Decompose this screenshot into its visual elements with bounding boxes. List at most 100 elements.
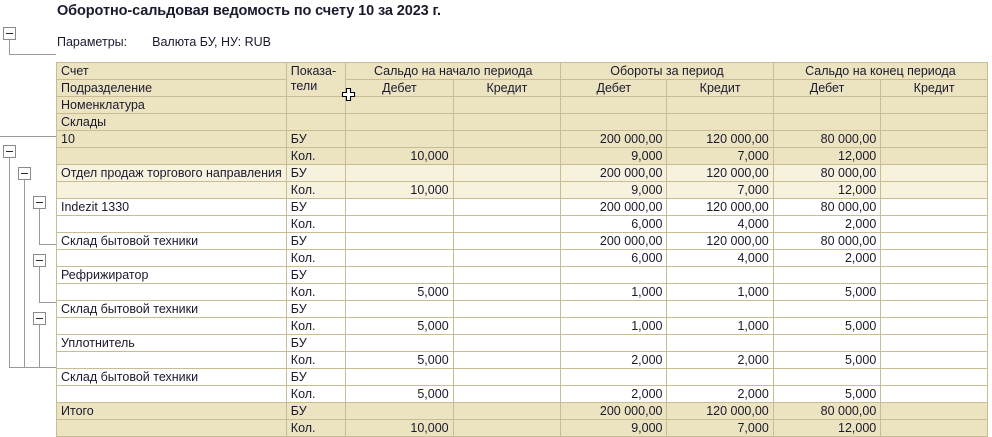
row-cell-0[interactable]: 10,000 bbox=[345, 181, 454, 199]
collapse-item-indezit-group-icon[interactable] bbox=[33, 196, 46, 209]
row-cell-4[interactable]: 80 000,00 bbox=[772, 130, 882, 148]
row-cell-3[interactable] bbox=[666, 368, 774, 386]
table-row[interactable]: 10 БУ 200 000,00 120 000,00 80 000,00 bbox=[56, 130, 988, 148]
table-row[interactable]: Кол. 10,000 9,000 7,000 12,000 bbox=[56, 181, 988, 199]
row-cell-0[interactable]: 10,000 bbox=[345, 419, 454, 437]
row-cell-3[interactable] bbox=[666, 266, 774, 284]
row-cell-5[interactable] bbox=[880, 181, 988, 199]
row-cell-0[interactable] bbox=[345, 334, 454, 352]
row-cell-2[interactable] bbox=[560, 300, 668, 318]
row-cell-1[interactable] bbox=[452, 164, 562, 182]
row-cell-0[interactable] bbox=[345, 164, 454, 182]
row-cell-4[interactable] bbox=[772, 300, 882, 318]
row-cell-4[interactable]: 12,000 bbox=[772, 181, 882, 199]
row-cell-2[interactable]: 200 000,00 bbox=[560, 164, 668, 182]
row-cell-0[interactable] bbox=[345, 232, 454, 250]
row-cell-0[interactable]: 5,000 bbox=[345, 283, 454, 301]
row-cell-4[interactable]: 5,000 bbox=[772, 283, 882, 301]
table-row[interactable]: Уплотнитель БУ bbox=[56, 334, 988, 352]
row-cell-5[interactable] bbox=[880, 334, 988, 352]
row-cell-2[interactable]: 200 000,00 bbox=[560, 130, 668, 148]
row-cell-5[interactable] bbox=[880, 164, 988, 182]
row-cell-3[interactable]: 7,000 bbox=[666, 147, 774, 165]
row-cell-3[interactable]: 1,000 bbox=[666, 283, 774, 301]
row-cell-1[interactable] bbox=[452, 198, 562, 216]
row-cell-0[interactable]: 5,000 bbox=[345, 351, 454, 369]
table-row[interactable]: Кол. 6,000 4,000 2,000 bbox=[56, 249, 988, 267]
row-cell-3[interactable]: 120 000,00 bbox=[666, 198, 774, 216]
table-row[interactable]: Склад бытовой техники БУ bbox=[56, 368, 988, 386]
row-cell-2[interactable]: 9,000 bbox=[560, 419, 668, 437]
row-cell-5[interactable] bbox=[880, 419, 988, 437]
table-row[interactable]: Кол. 10,000 9,000 7,000 12,000 bbox=[56, 147, 988, 165]
row-cell-2[interactable] bbox=[560, 368, 668, 386]
row-cell-4[interactable]: 5,000 bbox=[772, 317, 882, 335]
row-cell-3[interactable]: 4,000 bbox=[666, 215, 774, 233]
row-cell-2[interactable]: 9,000 bbox=[560, 181, 668, 199]
row-cell-1[interactable] bbox=[452, 181, 562, 199]
row-cell-5[interactable] bbox=[880, 300, 988, 318]
row-cell-1[interactable] bbox=[452, 147, 562, 165]
row-cell-3[interactable]: 2,000 bbox=[666, 351, 774, 369]
row-cell-0[interactable]: 5,000 bbox=[345, 385, 454, 403]
table-row[interactable]: Кол. 5,000 2,000 2,000 5,000 bbox=[56, 351, 988, 369]
table-row[interactable]: Кол. 6,000 4,000 2,000 bbox=[56, 215, 988, 233]
row-cell-2[interactable]: 2,000 bbox=[560, 385, 668, 403]
collapse-params-group-icon[interactable] bbox=[3, 27, 16, 40]
row-cell-5[interactable] bbox=[880, 385, 988, 403]
row-cell-5[interactable] bbox=[880, 232, 988, 250]
row-cell-2[interactable] bbox=[560, 334, 668, 352]
row-cell-1[interactable] bbox=[452, 402, 562, 420]
table-row[interactable]: Итого БУ 200 000,00 120 000,00 80 000,00 bbox=[56, 402, 988, 420]
row-cell-5[interactable] bbox=[880, 198, 988, 216]
row-cell-4[interactable] bbox=[772, 266, 882, 284]
row-cell-2[interactable]: 200 000,00 bbox=[560, 198, 668, 216]
row-cell-0[interactable] bbox=[345, 402, 454, 420]
row-cell-5[interactable] bbox=[880, 130, 988, 148]
row-cell-3[interactable]: 120 000,00 bbox=[666, 232, 774, 250]
row-cell-1[interactable] bbox=[452, 283, 562, 301]
row-cell-0[interactable] bbox=[345, 130, 454, 148]
row-cell-2[interactable]: 6,000 bbox=[560, 215, 668, 233]
row-cell-0[interactable] bbox=[345, 215, 454, 233]
row-cell-3[interactable]: 120 000,00 bbox=[666, 402, 774, 420]
row-cell-4[interactable]: 2,000 bbox=[772, 215, 882, 233]
row-cell-5[interactable] bbox=[880, 351, 988, 369]
row-cell-5[interactable] bbox=[880, 147, 988, 165]
table-row[interactable]: Рефрижиратор БУ bbox=[56, 266, 988, 284]
row-cell-3[interactable]: 4,000 bbox=[666, 249, 774, 267]
row-cell-1[interactable] bbox=[452, 232, 562, 250]
row-cell-2[interactable]: 6,000 bbox=[560, 249, 668, 267]
row-cell-1[interactable] bbox=[452, 317, 562, 335]
row-cell-4[interactable]: 80 000,00 bbox=[772, 232, 882, 250]
row-cell-0[interactable] bbox=[345, 368, 454, 386]
row-cell-0[interactable]: 10,000 bbox=[345, 147, 454, 165]
row-cell-1[interactable] bbox=[452, 351, 562, 369]
row-cell-4[interactable]: 5,000 bbox=[772, 385, 882, 403]
row-cell-0[interactable] bbox=[345, 266, 454, 284]
row-cell-2[interactable]: 200 000,00 bbox=[560, 232, 668, 250]
row-cell-1[interactable] bbox=[452, 130, 562, 148]
row-cell-5[interactable] bbox=[880, 317, 988, 335]
row-cell-3[interactable]: 120 000,00 bbox=[666, 164, 774, 182]
row-cell-4[interactable]: 80 000,00 bbox=[772, 164, 882, 182]
table-row[interactable]: Indezit 1330 БУ 200 000,00 120 000,00 80 000… bbox=[56, 198, 988, 216]
row-cell-0[interactable] bbox=[345, 198, 454, 216]
row-cell-4[interactable]: 5,000 bbox=[772, 351, 882, 369]
row-cell-2[interactable]: 2,000 bbox=[560, 351, 668, 369]
row-cell-3[interactable]: 7,000 bbox=[666, 419, 774, 437]
row-cell-4[interactable] bbox=[772, 334, 882, 352]
row-cell-4[interactable]: 80 000,00 bbox=[772, 402, 882, 420]
row-cell-5[interactable] bbox=[880, 249, 988, 267]
collapse-item-uplotnitel-group-icon[interactable] bbox=[33, 312, 46, 325]
row-cell-5[interactable] bbox=[880, 215, 988, 233]
table-row[interactable]: Кол. 5,000 1,000 1,000 5,000 bbox=[56, 317, 988, 335]
collapse-item-refrizhirator-group-icon[interactable] bbox=[33, 254, 46, 267]
table-row[interactable]: Кол. 5,000 1,000 1,000 5,000 bbox=[56, 283, 988, 301]
row-cell-3[interactable]: 120 000,00 bbox=[666, 130, 774, 148]
row-cell-5[interactable] bbox=[880, 368, 988, 386]
row-cell-3[interactable]: 1,000 bbox=[666, 317, 774, 335]
row-cell-5[interactable] bbox=[880, 283, 988, 301]
row-cell-1[interactable] bbox=[452, 300, 562, 318]
table-row[interactable]: Склад бытовой техники БУ 200 000,00 120 000… bbox=[56, 232, 988, 250]
